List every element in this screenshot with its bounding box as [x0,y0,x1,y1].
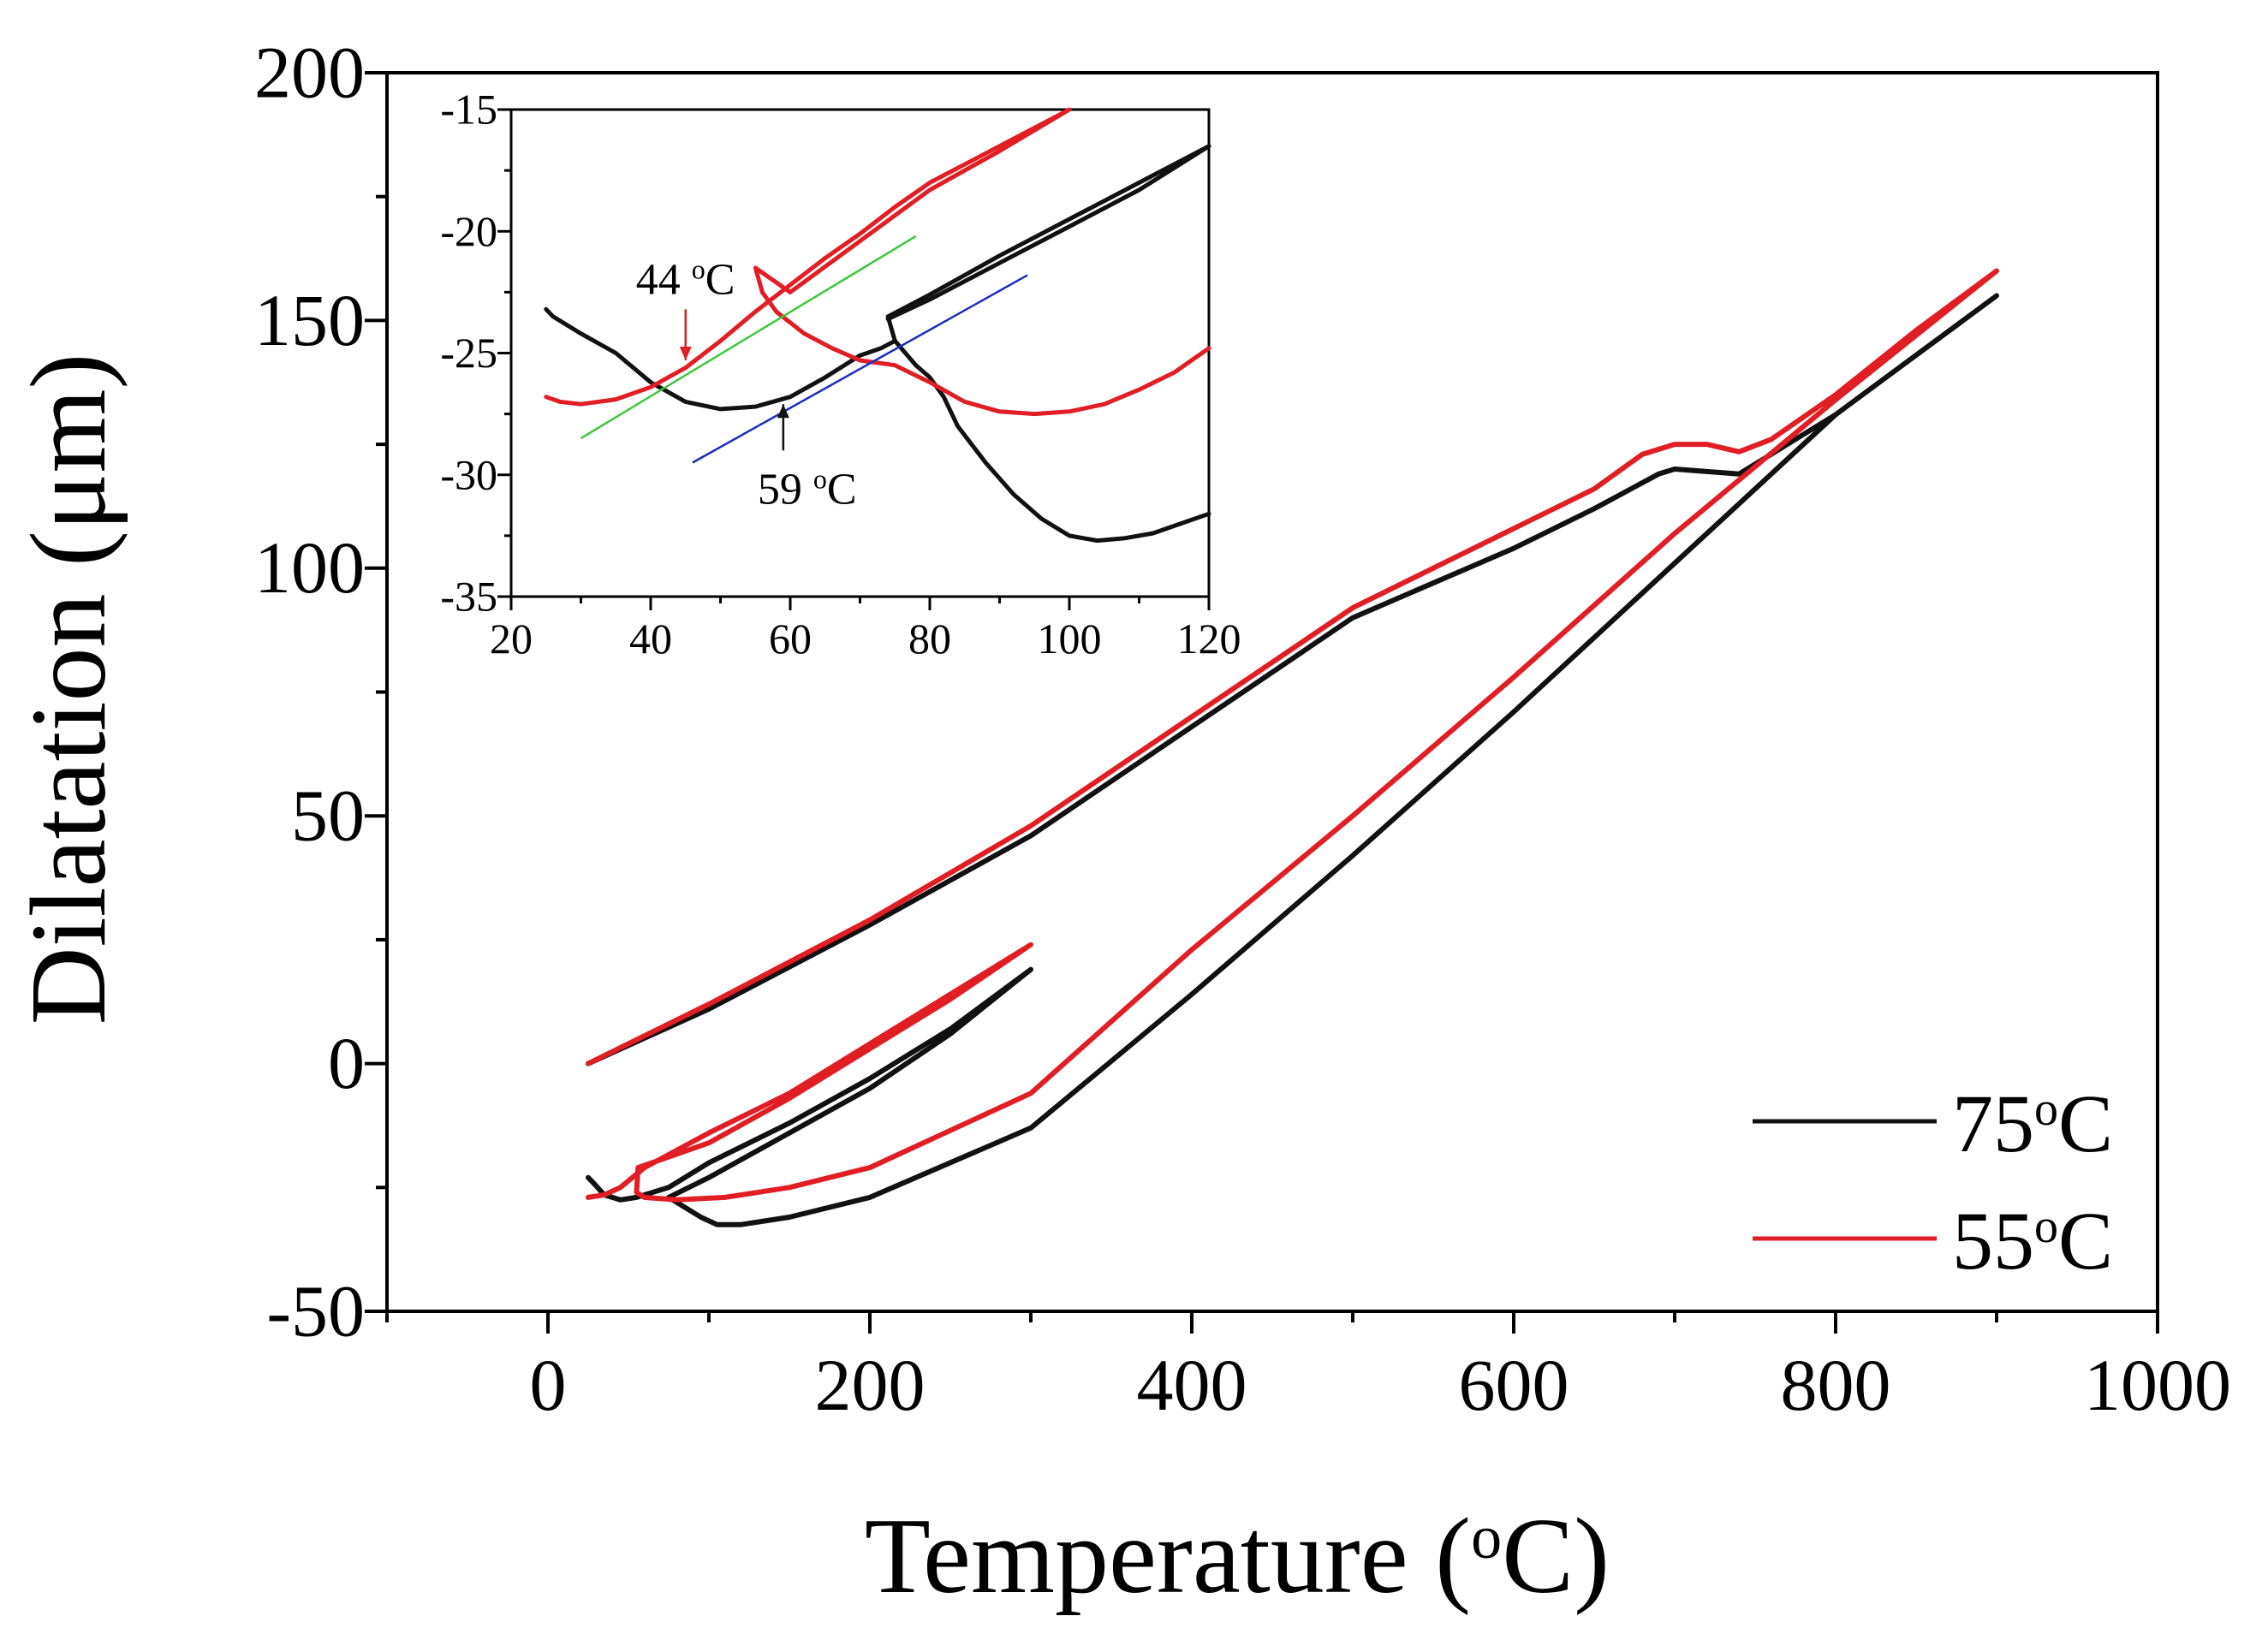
annotation-44-label: 44 oC [636,253,735,304]
y-axis-label: Dilatation (μm) [9,354,128,1025]
inset-series-75C [544,144,1211,544]
main-x-tick-label: 600 [1459,1344,1569,1426]
legend-entry-75: 75oC [1753,1078,2113,1169]
inset-x-tick-label: 20 [490,615,533,662]
legend-label-75: 75oC [1952,1078,2113,1169]
inset-x-tick-label: 120 [1177,615,1241,662]
annotation-59: 59 oC [758,404,857,514]
legend-entry-55: 55oC [1753,1195,2113,1286]
inset-x-tick-label: 60 [769,615,812,662]
x-axis-label: Temperature (oC) [865,1497,1610,1616]
main-series-55 [586,268,1999,1203]
inset-y-tick-label: -30 [440,450,497,498]
fit-green [580,235,917,440]
main-plot: 0 200 400 600 800 1000 -50 0 50 100 150 200 Tempera… [9,31,2231,1616]
annotation-59-label: 59 oC [758,463,857,514]
fit-blue [692,274,1028,464]
main-x-tick-label: 200 [815,1344,926,1426]
inset-y-tick-label: -25 [440,329,497,377]
inset-x-tick-label: 40 [629,615,672,662]
annotation-59-arrowhead [777,404,789,419]
main-series-group [586,268,1999,1227]
main-y-tick-label: 100 [254,526,365,609]
main-y-tick-label: 150 [254,279,365,361]
main-y-tick-label: 0 [328,1022,365,1104]
annotation-44-arrowhead [679,347,692,361]
inset-plot: 20 40 60 80 100 120 -35 -30 -25 -20 -15 44 oC 59 oC [440,86,1241,663]
inset-y-tick-label: -15 [440,86,497,134]
inset-y-tick-label: -20 [440,207,497,255]
main-x-tick-label: 1000 [2084,1344,2231,1426]
legend: 75oC 55oC [1753,1078,2113,1286]
main-axes: 0 200 400 600 800 1000 -50 0 50 100 150 200 [254,31,2231,1426]
inset-x-tick-label: 100 [1038,615,1102,662]
main-x-tick-label: 0 [530,1344,567,1426]
inset-series-group [544,107,1211,544]
inset-y-tick-label: -35 [440,573,497,621]
legend-label-55: 55oC [1952,1195,2113,1286]
main-y-tick-label: 200 [254,31,365,113]
main-y-tick-label: -50 [266,1269,365,1352]
inset-series-55C [544,107,1211,417]
main-y-tick-label: 50 [291,775,365,857]
main-x-tick-label: 400 [1137,1344,1247,1426]
main-series-75 [586,293,1999,1227]
annotation-44: 44 oC [636,253,735,361]
inset-axes: 20 40 60 80 100 120 -35 -30 -25 -20 -15 [440,86,1241,663]
inset-annotations: 44 oC 59 oC [636,253,857,514]
inset-plot-frame [509,108,1211,598]
main-x-tick-label: 800 [1781,1344,1891,1426]
inset-x-tick-label: 80 [908,615,951,662]
